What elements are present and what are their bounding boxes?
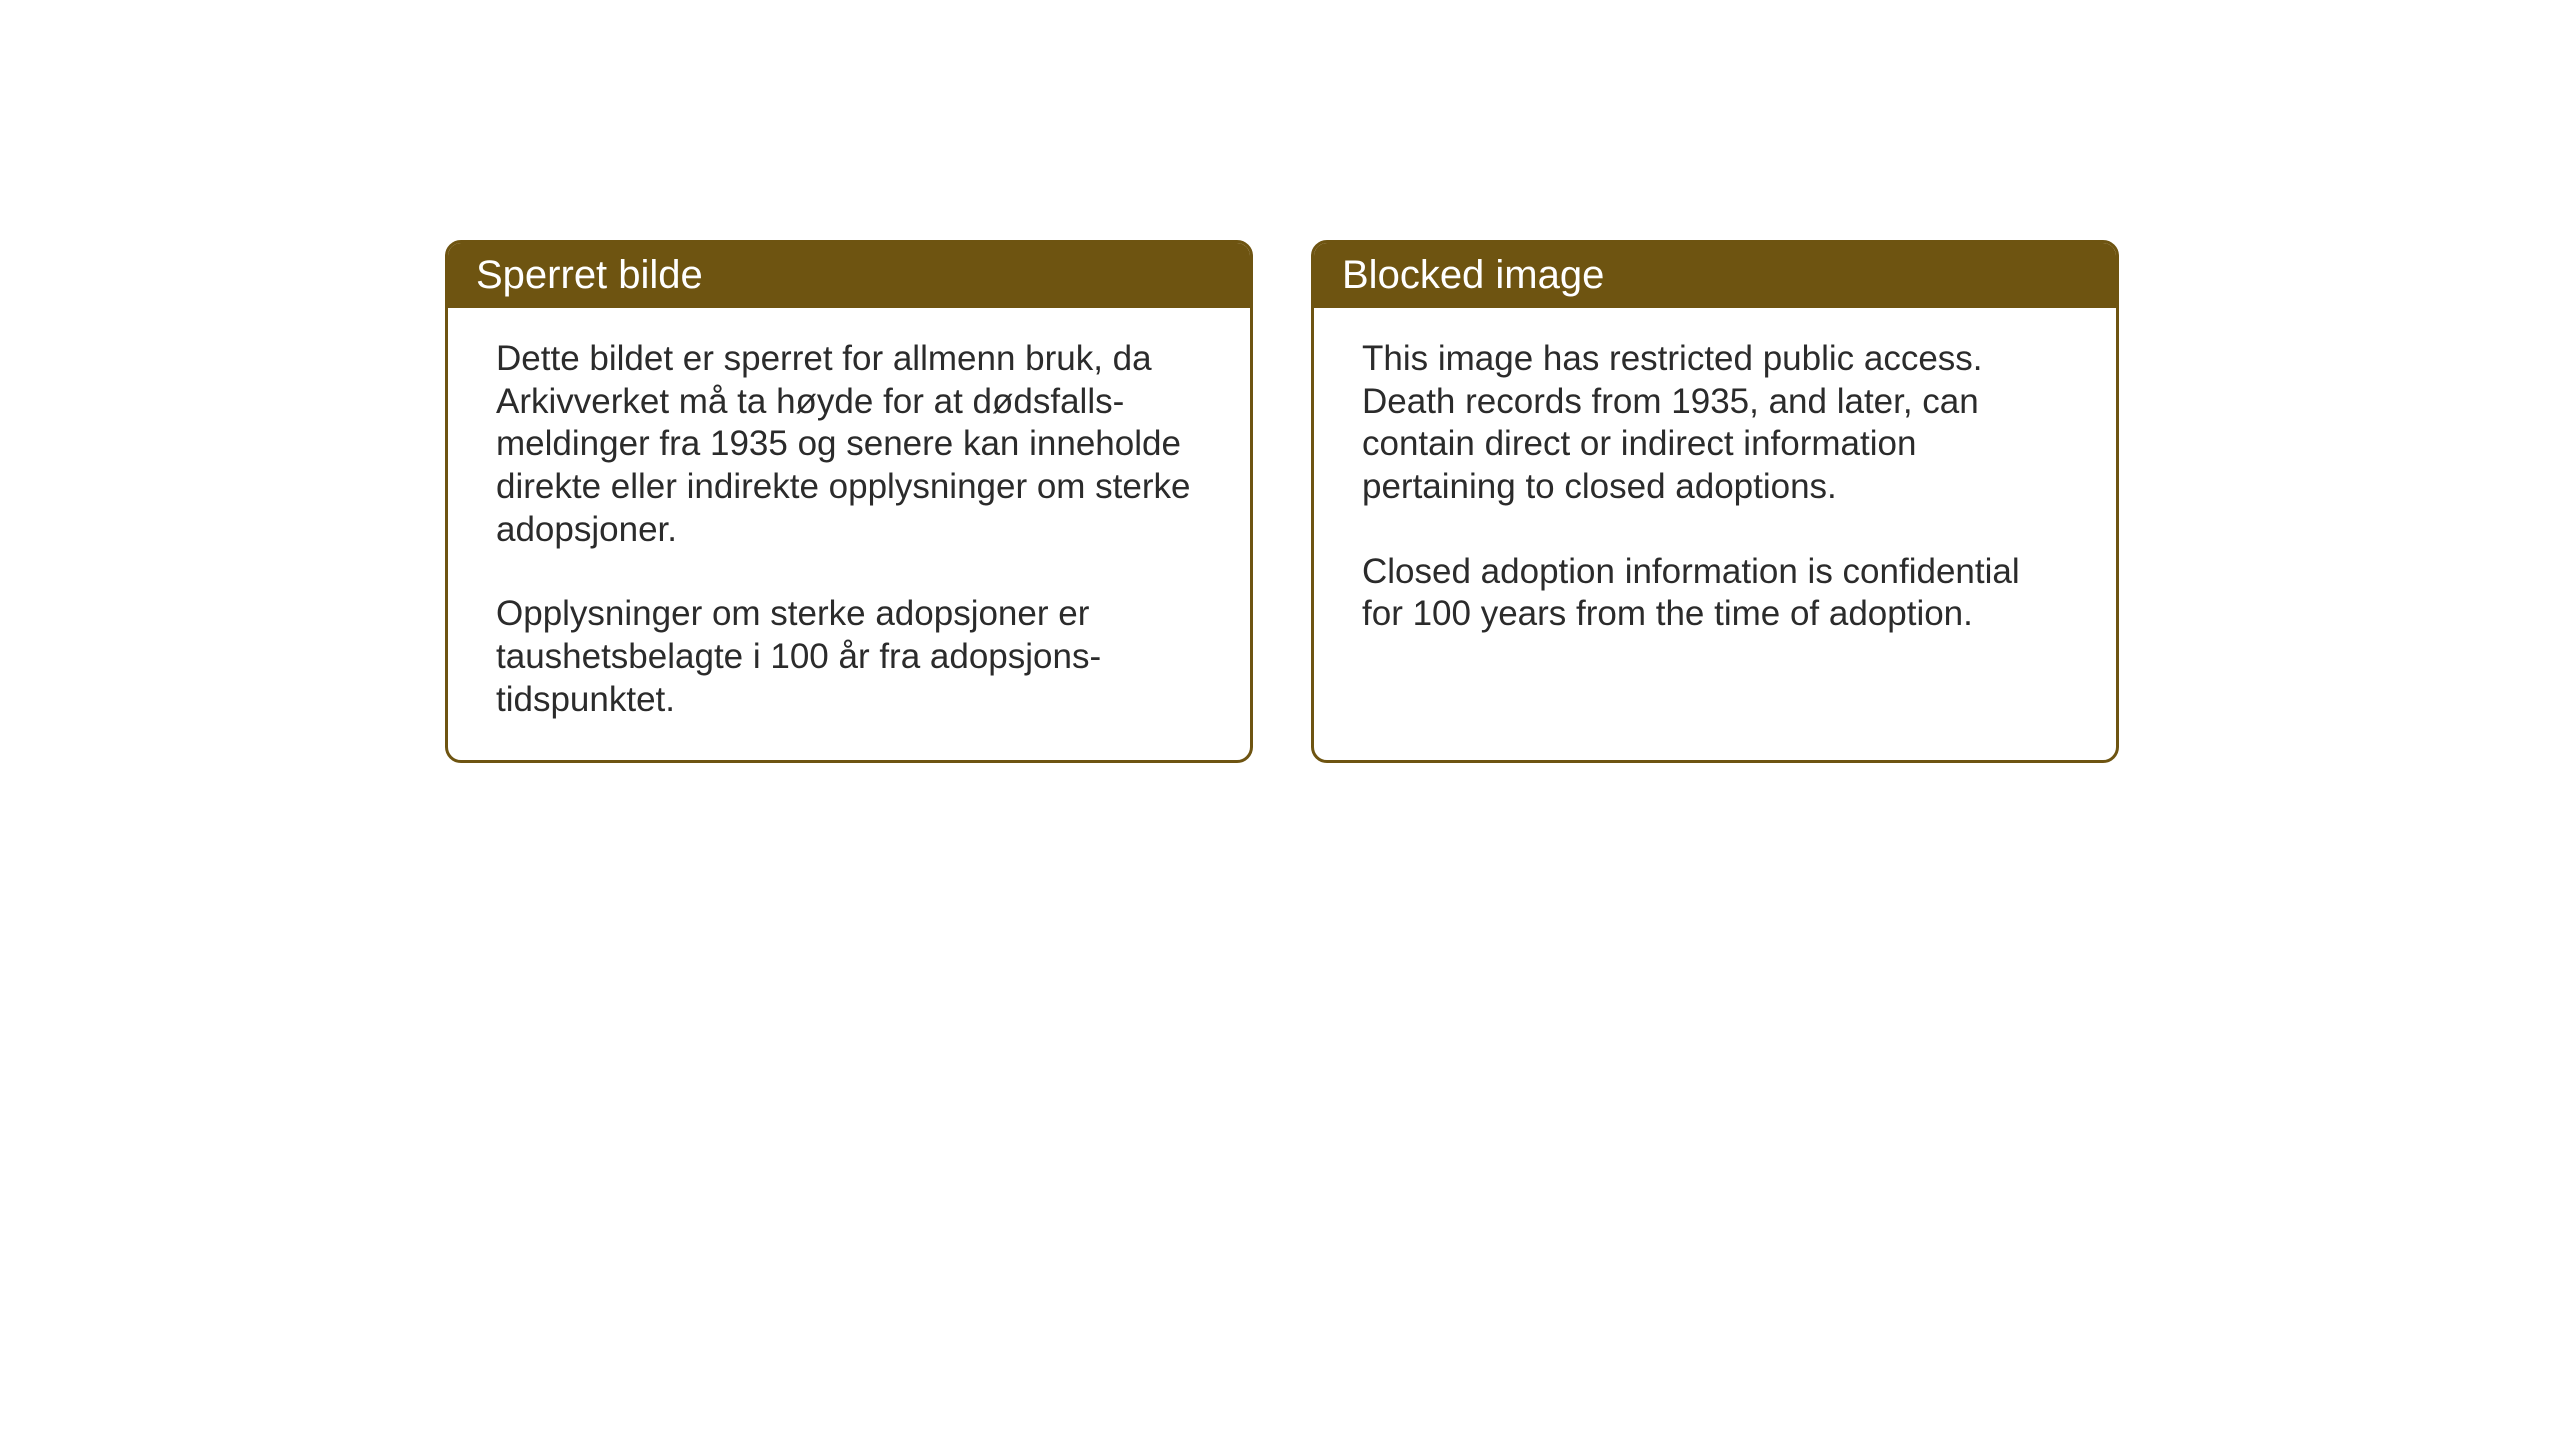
notices-container: Sperret bilde Dette bildet er sperret fo…: [445, 240, 2119, 763]
notice-paragraph-2-norwegian: Opplysninger om sterke adopsjoner er tau…: [496, 593, 1202, 721]
notice-header-norwegian: Sperret bilde: [448, 243, 1250, 308]
notice-paragraph-1-english: This image has restricted public access.…: [1362, 338, 2068, 509]
notice-box-english: Blocked image This image has restricted …: [1311, 240, 2119, 763]
notice-paragraph-1-norwegian: Dette bildet er sperret for allmenn bruk…: [496, 338, 1202, 551]
notice-title-norwegian: Sperret bilde: [476, 253, 703, 297]
notice-paragraph-2-english: Closed adoption information is confident…: [1362, 551, 2068, 636]
notice-body-english: This image has restricted public access.…: [1314, 308, 2116, 726]
notice-body-norwegian: Dette bildet er sperret for allmenn bruk…: [448, 308, 1250, 760]
notice-title-english: Blocked image: [1342, 253, 1604, 297]
notice-header-english: Blocked image: [1314, 243, 2116, 308]
notice-box-norwegian: Sperret bilde Dette bildet er sperret fo…: [445, 240, 1253, 763]
